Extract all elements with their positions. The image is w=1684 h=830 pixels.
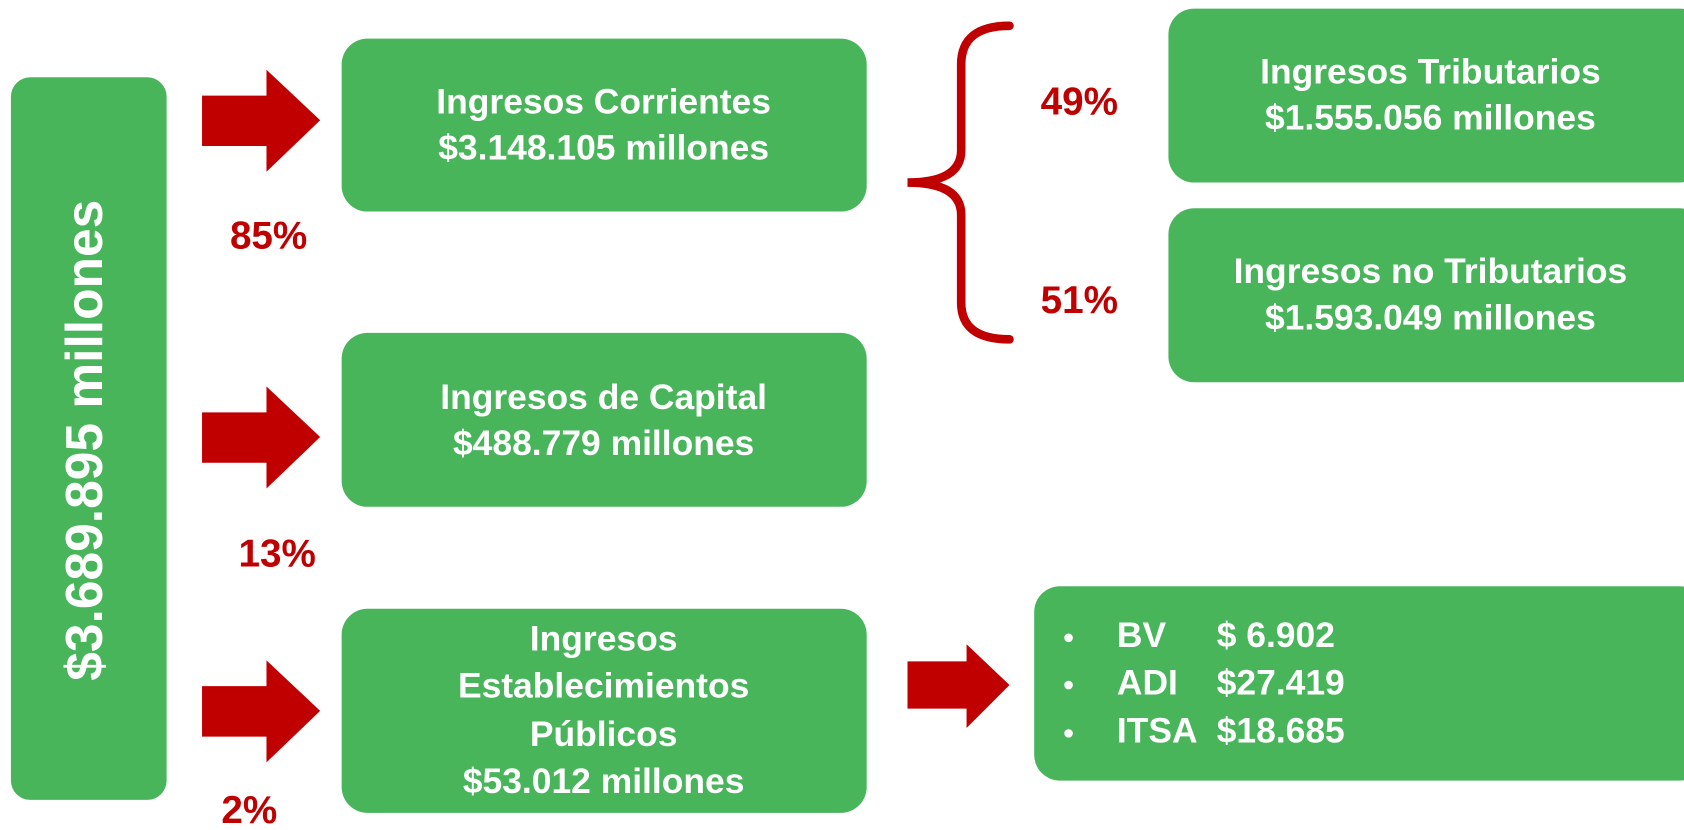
item-name: ITSA	[1117, 711, 1198, 751]
percent: 49%	[1041, 80, 1118, 123]
branch-box	[341, 38, 867, 212]
percent: 2%	[221, 789, 277, 830]
subitem-value: $1.555.056 millones	[1265, 98, 1596, 138]
subitem-value: $1.593.049 millones	[1265, 297, 1596, 337]
total-label: $3.689.895 millones	[55, 200, 113, 681]
subitem-label: Ingresos Tributarios	[1260, 51, 1601, 91]
subitem-label: Ingresos no Tributarios	[1234, 251, 1628, 291]
bullet	[1064, 633, 1073, 643]
item-name: ADI	[1117, 662, 1178, 702]
bullet	[1064, 680, 1073, 690]
branch-box	[341, 332, 867, 507]
item-name: BV	[1117, 615, 1167, 655]
subitem-box	[1168, 8, 1684, 183]
arrow	[907, 644, 1010, 728]
arrow	[202, 660, 321, 763]
percent: 85%	[230, 215, 307, 258]
bullet	[1064, 729, 1073, 738]
subitem-box	[1168, 208, 1684, 383]
branch-value: $3.148.105 millones	[438, 128, 769, 168]
item-amount: $ 6.902	[1217, 615, 1335, 655]
branch-label: Públicos	[530, 714, 678, 754]
branch-label: Ingresos	[530, 618, 678, 658]
branch-box	[341, 608, 867, 813]
branch-value: $53.012 millones	[463, 761, 745, 801]
branch-value: $488.779 millones	[453, 423, 754, 463]
arrow	[202, 69, 321, 172]
branch-label: Ingresos de Capital	[440, 377, 767, 417]
arrow	[202, 386, 321, 489]
brace	[907, 21, 1014, 344]
total-box	[10, 77, 167, 800]
percent: 13%	[239, 532, 316, 575]
item-amount: $27.419	[1217, 662, 1345, 702]
percent: 51%	[1041, 279, 1118, 322]
items-box	[1034, 586, 1684, 781]
branch-label: Ingresos Corrientes	[436, 82, 771, 122]
item-amount: $18.685	[1217, 711, 1345, 751]
branch-label: Establecimientos	[458, 666, 749, 706]
